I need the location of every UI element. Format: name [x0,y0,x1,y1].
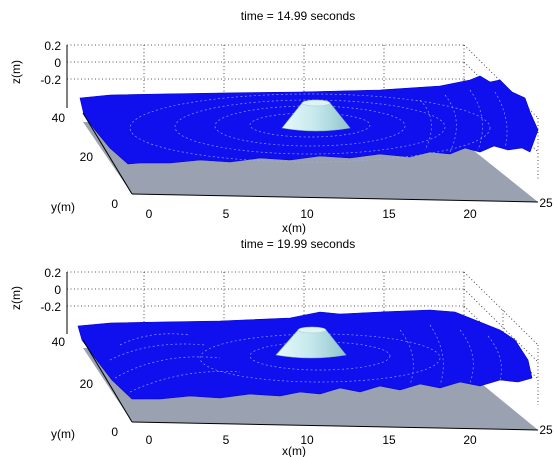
axes-lines [66,272,539,431]
subplot-time-14-99: time = 14.99 seconds [9,9,553,235]
wave-texture [109,324,502,393]
y-tick-label: 40 [52,111,66,125]
y-tick-label: 20 [80,150,94,164]
y-tick-label: 0 [111,197,118,211]
y-tick-label: 20 [80,377,94,391]
x-tick-label: 25 [539,196,553,210]
plot-title: time = 19.99 seconds [241,237,355,251]
island-cone [281,99,351,132]
x-tick-label: 0 [146,207,153,221]
x-tick-label: 0 [146,433,153,447]
x-tick-label: 25 [539,423,553,437]
y-tick-label: 0 [111,425,118,439]
z-tick-label: 0 [54,56,61,70]
z-tick-label: -0.2 [40,300,61,314]
subplot-time-19-99: time = 19.99 seconds [9,237,553,457]
z-axis-label: z(m) [9,286,23,310]
y-axis-label: y(m) [51,200,75,214]
x-tick-label: 15 [382,207,396,221]
z-tick-label: 0 [54,283,61,297]
y-tick-label: 40 [52,335,66,349]
axes-lines [66,45,539,203]
plot-title: time = 14.99 seconds [241,9,355,23]
x-tick-label: 15 [382,433,396,447]
z-tick-label: 0.2 [44,39,61,53]
x-tick-label: 20 [463,207,477,221]
x-tick-label: 10 [300,433,314,447]
z-tick-label: 0.2 [44,266,61,280]
x-tick-label: 20 [463,433,477,447]
x-axis-label: x(m) [282,444,306,457]
z-axis-label: z(m) [9,60,23,84]
island-cone [275,326,347,359]
y-axis-label: y(m) [51,427,75,441]
x-axis-label: x(m) [282,221,306,235]
x-tick-label: 5 [223,207,230,221]
x-tick-label: 10 [300,207,314,221]
z-tick-label: -0.2 [40,73,61,87]
x-tick-label: 5 [223,433,230,447]
wave-texture [129,89,508,163]
